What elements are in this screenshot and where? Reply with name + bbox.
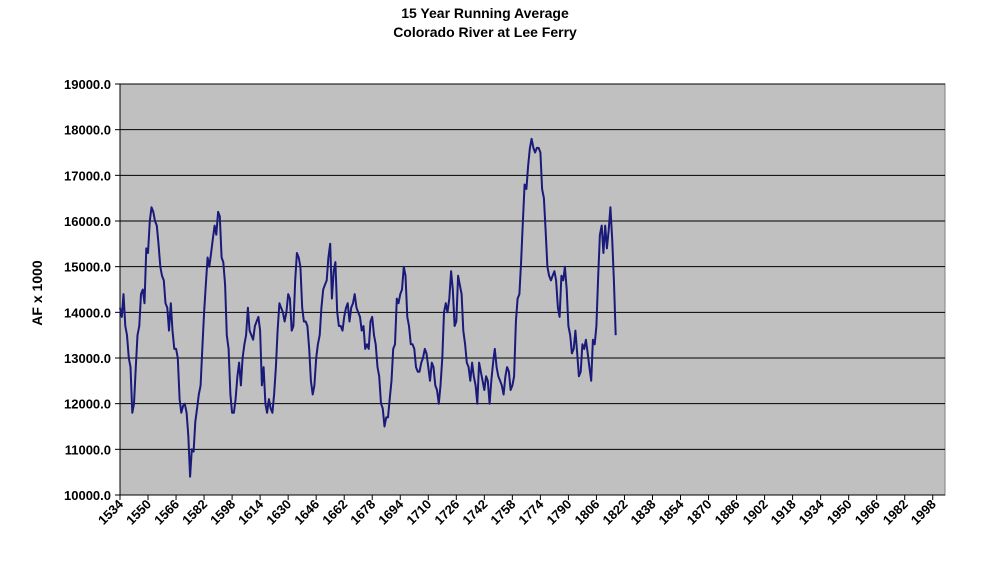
x-tick-label: 1790 <box>543 497 574 528</box>
x-tick-label: 1950 <box>824 497 855 528</box>
x-tick-label: 1982 <box>880 497 911 528</box>
x-axis: 1534155015661582159816141630164616621678… <box>95 494 945 528</box>
chart-title: 15 Year Running Average <box>401 5 569 21</box>
x-tick-label: 1598 <box>207 497 238 528</box>
y-tick-label: 14000.0 <box>64 305 111 320</box>
x-tick-label: 1886 <box>712 497 743 528</box>
y-axis-label: AF x 1000 <box>29 260 45 326</box>
x-tick-label: 1726 <box>431 497 462 528</box>
x-tick-label: 1902 <box>740 497 771 528</box>
plot-area <box>119 83 946 496</box>
x-tick-label: 1710 <box>403 497 434 528</box>
x-tick-label: 1806 <box>571 497 602 528</box>
x-tick-label: 1998 <box>908 497 939 528</box>
x-tick-label: 1742 <box>459 497 490 528</box>
chart-subtitle: Colorado River at Lee Ferry <box>393 24 577 40</box>
x-tick-label: 1854 <box>656 496 688 528</box>
x-tick-label: 1678 <box>347 497 378 528</box>
x-tick-label: 1918 <box>768 497 799 528</box>
x-tick-label: 1838 <box>628 497 659 528</box>
y-tick-label: 12000.0 <box>64 397 111 412</box>
x-tick-label: 1774 <box>515 496 547 528</box>
y-tick-label: 15000.0 <box>64 260 111 275</box>
x-tick-label: 1646 <box>291 497 322 528</box>
x-tick-label: 1582 <box>179 497 210 528</box>
x-tick-label: 1662 <box>319 497 350 528</box>
y-tick-label: 18000.0 <box>64 123 111 138</box>
y-tick-label: 17000.0 <box>64 168 111 183</box>
x-tick-label: 1694 <box>375 496 407 528</box>
y-tick-label: 13000.0 <box>64 351 111 366</box>
x-tick-label: 1550 <box>123 497 154 528</box>
x-tick-label: 1822 <box>600 497 631 528</box>
y-tick-label: 10000.0 <box>64 488 111 503</box>
x-tick-label: 1758 <box>487 497 518 528</box>
gridlines <box>120 83 945 450</box>
series-line-0 <box>119 137 617 478</box>
x-tick-label: 1630 <box>263 497 294 528</box>
x-tick-label: 1614 <box>235 496 267 528</box>
x-tick-label: 1870 <box>684 497 715 528</box>
y-tick-label: 11000.0 <box>65 442 111 457</box>
series-layer <box>119 137 617 478</box>
y-tick-label: 19000.0 <box>64 77 111 92</box>
x-tick-label: 1934 <box>796 496 828 528</box>
y-axis: 10000.0 11000.0 12000.0 13000.0 14000.0 15000… <box>64 77 121 503</box>
x-tick-label: 1966 <box>852 497 883 528</box>
x-tick-label: 1566 <box>151 497 182 528</box>
y-tick-label: 16000.0 <box>64 214 111 229</box>
